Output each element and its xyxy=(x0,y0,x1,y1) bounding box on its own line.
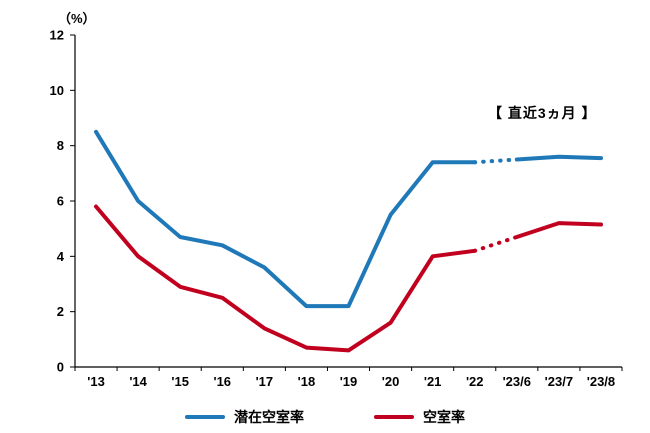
chart-legend: 潜在空室率 空室率 xyxy=(0,407,650,427)
legend-label-potential-vacancy: 潜在空室率 xyxy=(234,409,304,425)
x-axis-tick-label: '14 xyxy=(129,374,147,389)
y-axis-tick-label: 6 xyxy=(57,194,64,209)
y-axis-tick-label: 4 xyxy=(57,249,65,264)
x-axis-tick-label: '18 xyxy=(298,374,316,389)
series-line-solid-0 xyxy=(94,129,477,309)
series-line-solid-1 xyxy=(94,204,477,353)
series-line-dotted-0 xyxy=(472,157,519,165)
legend-label-vacancy: 空室率 xyxy=(423,409,465,425)
x-axis-tick-label: '17 xyxy=(256,374,274,389)
legend-item-vacancy: 空室率 xyxy=(374,407,465,427)
y-axis-tick-label: 10 xyxy=(50,83,64,98)
x-axis-tick-label: '20 xyxy=(382,374,400,389)
series-line-dotted-1 xyxy=(472,235,519,253)
y-axis-tick-label: 2 xyxy=(57,304,64,319)
x-axis-tick-label: '23/7 xyxy=(545,374,573,389)
series-line-solid-tail-1 xyxy=(514,221,603,239)
y-axis-tick-label: 0 xyxy=(57,360,64,375)
x-axis-tick-label: '21 xyxy=(424,374,442,389)
recent-3-months-annotation: 【 直近3ヵ月 】 xyxy=(488,105,597,121)
y-axis-tick-label: 12 xyxy=(50,28,64,43)
y-axis-unit-label: （%） xyxy=(58,11,96,26)
x-axis-tick-label: '15 xyxy=(171,374,189,389)
series-line-solid-tail-0 xyxy=(514,154,603,162)
x-axis-tick-label: '13 xyxy=(87,374,105,389)
y-axis-tick-label: 8 xyxy=(57,138,64,153)
x-axis-tick-label: '23/8 xyxy=(587,374,615,389)
legend-item-potential-vacancy: 潜在空室率 xyxy=(185,407,304,427)
legend-line-blue-icon xyxy=(185,415,225,419)
x-axis-tick-label: '22 xyxy=(466,374,484,389)
x-axis-tick-label: '16 xyxy=(213,374,231,389)
x-axis-tick-label: '23/6 xyxy=(503,374,531,389)
legend-line-red-icon xyxy=(374,415,414,419)
x-axis-tick-label: '19 xyxy=(340,374,358,389)
